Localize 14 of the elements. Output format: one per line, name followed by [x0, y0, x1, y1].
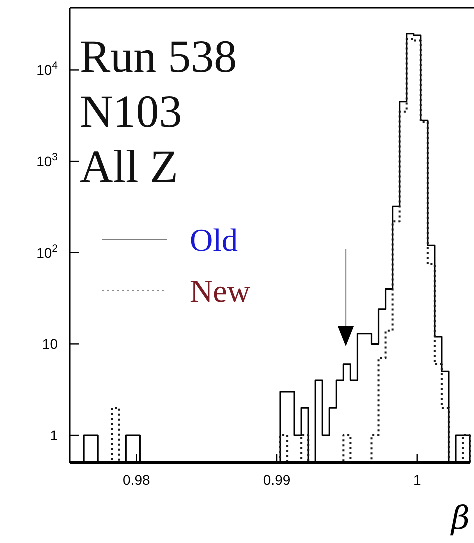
y-tick-label: 1 [50, 428, 58, 444]
legend-label: New [190, 273, 250, 309]
annotation: Run 538 [80, 31, 238, 82]
annotation: All Z [80, 141, 178, 192]
x-tick-label: 0.98 [123, 472, 151, 488]
y-tick-label: 10$^{3}$ [36, 152, 58, 170]
x-tick-label: 0.99 [263, 472, 291, 488]
annotation: N103 [80, 86, 182, 137]
y-tick-label: 10$^{2}$ [36, 242, 58, 261]
x-tick-label: 1 [413, 472, 422, 488]
y-tick-label: 10$^{4}$ [36, 60, 58, 78]
legend-label: Old [190, 222, 238, 258]
y-tick-label: 10 [42, 336, 58, 352]
x-axis-title: β [450, 499, 470, 537]
